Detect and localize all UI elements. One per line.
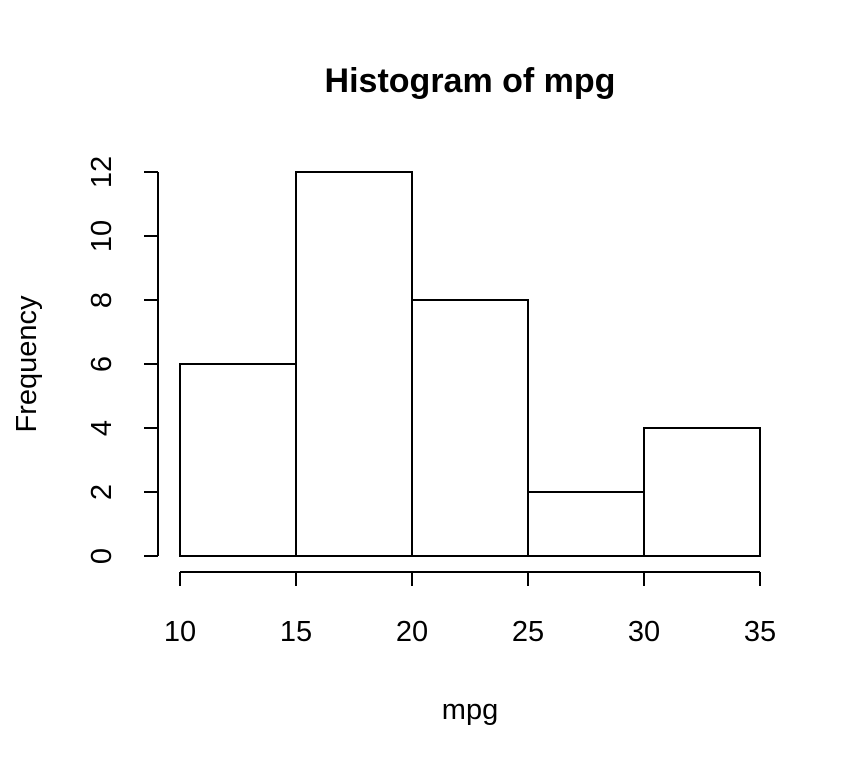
x-tick-label-1: 15 xyxy=(280,616,312,648)
bar-1 xyxy=(295,171,413,557)
x-tick-label-3: 25 xyxy=(512,616,544,648)
x-tick-label-2: 20 xyxy=(396,616,428,648)
y-tick-label-2: 4 xyxy=(86,420,118,436)
y-tick-label-1: 2 xyxy=(86,484,118,500)
y-tick-label-4: 8 xyxy=(86,292,118,308)
bar-4 xyxy=(643,427,761,557)
x-axis: 10 15 20 25 30 35 xyxy=(164,571,776,648)
chart-title: Histogram of mpg xyxy=(325,62,616,100)
y-axis: 0 2 4 6 8 10 12 xyxy=(86,156,159,564)
bar-2 xyxy=(411,299,529,557)
y-tick-label-5: 10 xyxy=(86,220,118,252)
y-tick-label-0: 0 xyxy=(86,548,118,564)
x-axis-title: mpg xyxy=(442,694,498,726)
bar-0 xyxy=(179,363,297,557)
x-tick-label-4: 30 xyxy=(628,616,660,648)
y-tick-label-3: 6 xyxy=(86,356,118,372)
x-tick-label-5: 35 xyxy=(744,616,776,648)
x-tick-label-0: 10 xyxy=(164,616,196,648)
y-tick-label-6: 12 xyxy=(86,156,118,188)
bars-group xyxy=(179,171,761,557)
y-axis-title: Frequency xyxy=(11,295,43,433)
bar-3 xyxy=(527,491,645,557)
